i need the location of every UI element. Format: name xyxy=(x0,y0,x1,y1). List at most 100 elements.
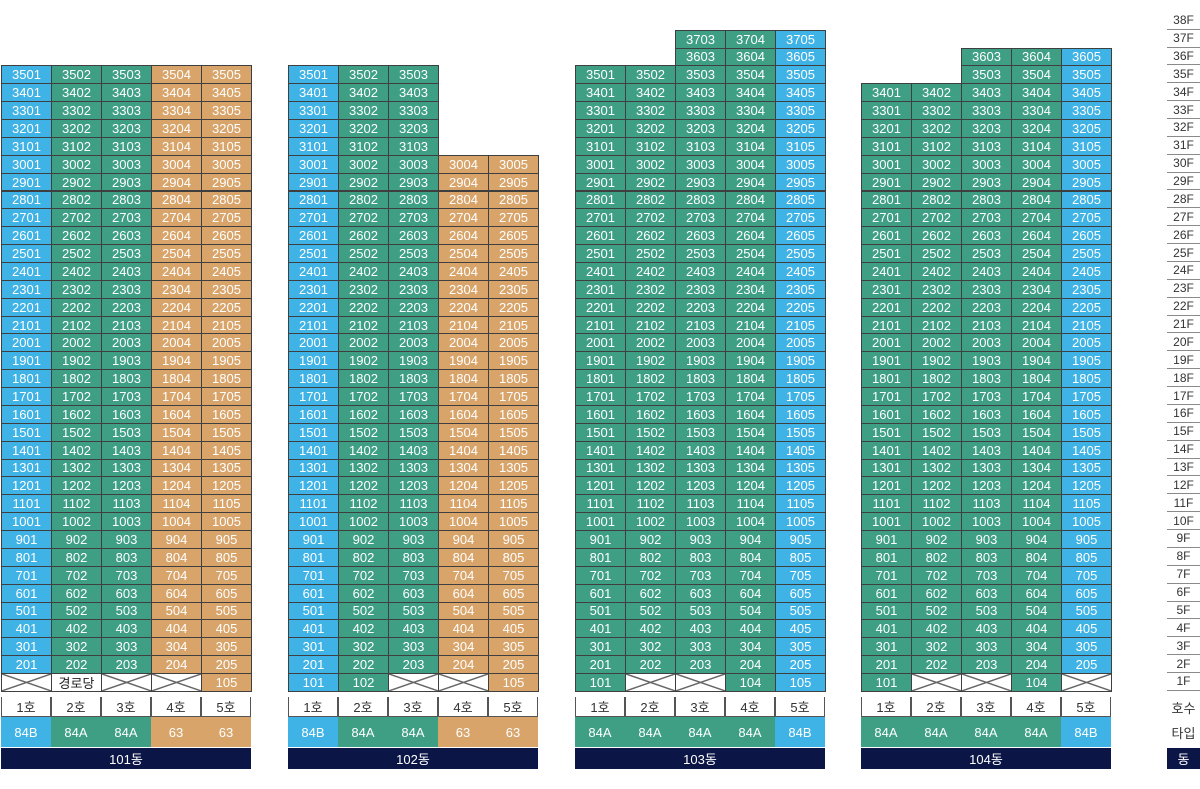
unit-cell: 2801 xyxy=(288,190,339,210)
unit-cell: 2003 xyxy=(388,333,439,353)
unit-cell: 1701 xyxy=(288,387,339,406)
unit-cell: 1505 xyxy=(1061,422,1112,442)
unit-cell: 902 xyxy=(51,530,102,549)
unit-cell: 704 xyxy=(438,565,489,585)
unit-cell: 405 xyxy=(488,619,539,639)
unit-cell: 3505 xyxy=(775,65,826,85)
unit-cell: 3303 xyxy=(388,101,439,121)
unit-cell: 703 xyxy=(961,565,1012,585)
unit-cell: 1802 xyxy=(338,369,389,389)
unit-cell: 2204 xyxy=(725,297,776,317)
unit-cell: 1004 xyxy=(725,512,776,532)
unit-cell: 3104 xyxy=(1011,136,1062,156)
unit-cell: 1202 xyxy=(625,476,676,496)
unit-cell: 2002 xyxy=(625,333,676,353)
unit-cell: 2503 xyxy=(101,244,152,263)
unit-cell: 1404 xyxy=(725,440,776,460)
unit-cell: 2203 xyxy=(675,297,726,317)
unit-cell: 1202 xyxy=(911,476,962,496)
unit-cell: 3203 xyxy=(961,119,1012,138)
unit-cell: 1305 xyxy=(1061,458,1112,478)
type-cell: 84B xyxy=(775,717,825,747)
unit-cell: 801 xyxy=(1,547,52,567)
unit-cell: 2501 xyxy=(575,244,626,263)
unit-cell: 3304 xyxy=(725,101,776,121)
unit-cell: 2404 xyxy=(151,261,202,281)
unit-cell: 2001 xyxy=(861,333,912,353)
floor-label: 9F xyxy=(1167,530,1200,548)
unit-cell: 3001 xyxy=(861,154,912,174)
unit-cell: 2401 xyxy=(288,261,339,281)
unit-cell: 1504 xyxy=(1011,422,1062,442)
unit-cell: 805 xyxy=(201,547,252,567)
unit-cell: 703 xyxy=(675,565,726,585)
unit-cell: 1003 xyxy=(961,512,1012,532)
unit-cell: 1404 xyxy=(1011,440,1062,460)
unit-cell: 202 xyxy=(51,655,102,674)
unit-cell: 1905 xyxy=(488,351,539,371)
line-label: 4호 xyxy=(725,697,775,717)
unit-cell: 1005 xyxy=(775,512,826,532)
unit-cell: 605 xyxy=(775,583,826,603)
type-cell: 84A xyxy=(388,717,438,747)
unit-cell: 305 xyxy=(775,637,826,657)
unit-cell: 402 xyxy=(911,619,962,639)
unit-cell: 205 xyxy=(488,655,539,674)
unit-cell: 2801 xyxy=(861,190,912,210)
legend-unit-label: 호수 xyxy=(1167,697,1200,718)
unit-cell: 3005 xyxy=(488,154,539,174)
unit-cell: 801 xyxy=(575,547,626,567)
unit-cell: 2301 xyxy=(575,279,626,299)
unit-cell: 2503 xyxy=(675,244,726,263)
floor-label: 38F xyxy=(1167,11,1200,30)
unit-cell: 3404 xyxy=(1011,83,1062,103)
floor-label: 29F xyxy=(1167,172,1200,191)
unit-cell: 2704 xyxy=(1011,208,1062,228)
line-label: 5호 xyxy=(775,697,825,717)
unit-cell: 1305 xyxy=(488,458,539,478)
unit-cell: 1704 xyxy=(151,387,202,406)
unit-cell: 2305 xyxy=(775,279,826,299)
unit-cell: 2302 xyxy=(51,279,102,299)
unit-cell: 2704 xyxy=(151,208,202,228)
unit-cell: 3404 xyxy=(151,83,202,103)
floor-label: 34F xyxy=(1167,83,1200,102)
unit-cell: 1004 xyxy=(151,512,202,532)
unit-cell: 1003 xyxy=(101,512,152,532)
unit-cell: 1805 xyxy=(201,369,252,389)
unit-cell: 2305 xyxy=(1061,279,1112,299)
unit-cell: 301 xyxy=(288,637,339,657)
unit-cell: 901 xyxy=(575,530,626,549)
unit-cell: 705 xyxy=(201,565,252,585)
unit-cell: 303 xyxy=(101,637,152,657)
unit-cell: 2602 xyxy=(338,226,389,246)
floor-label: 31F xyxy=(1167,136,1200,155)
unit-cell: 1904 xyxy=(1011,351,1062,371)
unit-cell: 803 xyxy=(675,547,726,567)
unit-cell: 2205 xyxy=(488,297,539,317)
unit-cell: 2902 xyxy=(625,172,676,192)
unit-cell: 2803 xyxy=(675,190,726,210)
unit-cell: 804 xyxy=(1011,547,1062,567)
unit-cell: 2903 xyxy=(388,172,439,192)
unit-cell: 2501 xyxy=(288,244,339,263)
unit-cell: 3703 xyxy=(675,29,726,49)
unit-cell: 3404 xyxy=(725,83,776,103)
unit-cell: 1405 xyxy=(1061,440,1112,460)
unit-cell: 2805 xyxy=(488,190,539,210)
unit-cell: 2805 xyxy=(1061,190,1112,210)
unit-cell: 2002 xyxy=(911,333,962,353)
unit-cell: 2704 xyxy=(725,208,776,228)
unit-cell: 1701 xyxy=(1,387,52,406)
unit-cell: 1801 xyxy=(861,369,912,389)
unit-cell: 1904 xyxy=(725,351,776,371)
unit-cell: 2105 xyxy=(775,315,826,335)
type-cell: 84A xyxy=(911,717,961,747)
unit-cell: 203 xyxy=(388,655,439,674)
unit-cell: 2701 xyxy=(1,208,52,228)
unit-cell: 1903 xyxy=(675,351,726,371)
unit-cell: 1402 xyxy=(51,440,102,460)
unit-cell: 1105 xyxy=(1061,494,1112,514)
unit-cell: 1801 xyxy=(1,369,52,389)
unit-cell: 3405 xyxy=(775,83,826,103)
